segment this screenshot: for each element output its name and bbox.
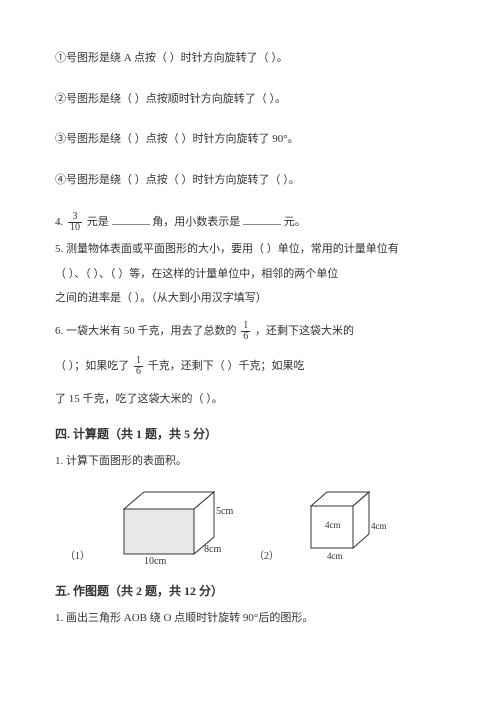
text: ）点按（	[135, 133, 179, 145]
text: （ ）；如果吃了	[55, 360, 132, 372]
q5-l2: （ ）、（ ）、（ ）等，在这样的计量单位中，相邻的两个单位	[55, 266, 445, 283]
text: ）。	[283, 174, 300, 186]
text: ）点按顺时针方向旋转了（	[135, 93, 267, 105]
text: 元。	[284, 216, 306, 228]
dim-w: 10cm	[144, 556, 166, 564]
side-face	[353, 492, 369, 548]
q6-l3: 了 15 千克，吃了这袋大米的（ ）。	[55, 391, 445, 408]
cube-figure: 4cm 4cm 4cm	[303, 484, 393, 564]
numerator: 1	[241, 321, 250, 332]
q5-l1: 5. 测量物体表面或平面图形的大小，要用（ ）单位，常用的计量单位有	[55, 241, 445, 258]
text: 千克，还剩下（ ）千克；如果吃	[148, 360, 305, 372]
numerator: 1	[134, 356, 143, 367]
rotate-q2: ②号图形是绕（ ）点按顺时针方向旋转了（ ）。	[55, 91, 445, 108]
text: ④号图形是绕（	[55, 174, 132, 186]
section5-q1: 1. 画出三角形 AOB 绕 O 点顺时针旋转 90°后的图形。	[55, 610, 445, 627]
text: ①号图形是绕 A 点按（	[55, 52, 167, 64]
text: ）时针方向旋转了 90°。	[182, 133, 299, 145]
text: 元是	[87, 216, 109, 228]
fraction-3-10: 3 10	[68, 212, 82, 233]
q6-l1: 6. 一袋大米有 50 千克，用去了总数的 1 6 ，还剩下这袋大米的	[55, 321, 445, 342]
dim-s3: 4cm	[327, 551, 343, 561]
q6-l2: （ ）；如果吃了 1 6 千克，还剩下（ ）千克；如果吃	[55, 356, 445, 377]
figures-row: （1） 5cm 8cm 10cm （2） 4cm 4cm 4cm	[65, 484, 445, 564]
fig1-label: （1）	[65, 549, 90, 564]
dim-s2: 4cm	[371, 521, 387, 531]
text: 6. 一袋大米有 50 千克，用去了总数的	[55, 325, 239, 337]
dim-s1: 4cm	[325, 520, 341, 530]
text: ）。	[270, 93, 287, 105]
blank-field[interactable]	[112, 213, 150, 225]
front-face	[124, 509, 194, 554]
blank-field[interactable]	[243, 213, 281, 225]
text: 角，用小数表示是	[152, 216, 240, 228]
text: ）时针方向旋转了（	[170, 52, 269, 64]
text: ，还剩下这袋大米的	[255, 325, 354, 337]
fraction-1-6: 1 6	[241, 321, 250, 342]
dim-h: 5cm	[216, 506, 233, 517]
section4-q1: 1. 计算下面图形的表面积。	[55, 453, 445, 470]
q5-l3: 之间的进率是（ ）。（从大到小用汉字填写）	[55, 290, 445, 307]
section4-head: 四. 计算题（共 1 题，共 5 分）	[55, 425, 445, 443]
cuboid-figure: 5cm 8cm 10cm	[114, 484, 234, 564]
fig2-label: （2）	[254, 549, 279, 564]
denominator: 6	[134, 367, 143, 377]
fraction-1-6: 1 6	[134, 356, 143, 377]
text: ③号图形是绕（	[55, 133, 132, 145]
rotate-q4: ④号图形是绕（ ）点按（ ）时针方向旋转了（ ）。	[55, 172, 445, 189]
text: ）点按（	[135, 174, 179, 186]
rotate-q1: ①号图形是绕 A 点按（ ）时针方向旋转了（ ）。	[55, 50, 445, 67]
q4-line: 4. 3 10 元是 角，用小数表示是 元。	[55, 212, 445, 233]
q4-pre: 4.	[55, 216, 66, 228]
text: ）时针方向旋转了（	[182, 174, 281, 186]
text: ②号图形是绕（	[55, 93, 132, 105]
text: ）。	[271, 52, 288, 64]
section5-head: 五. 作图题（共 2 题，共 12 分）	[55, 582, 445, 600]
denominator: 10	[68, 223, 82, 233]
dim-d: 8cm	[204, 544, 221, 555]
rotate-q3: ③号图形是绕（ ）点按（ ）时针方向旋转了 90°。	[55, 131, 445, 148]
denominator: 6	[241, 332, 250, 342]
